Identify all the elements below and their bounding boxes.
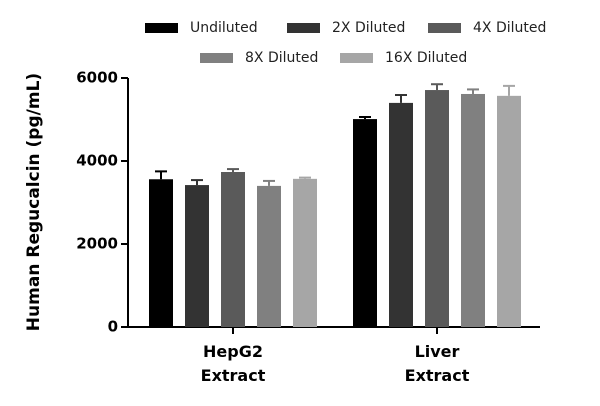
error-bar: [359, 116, 371, 120]
bar: [425, 90, 449, 327]
x-tick-label: HepG2 Extract: [201, 342, 266, 385]
x-tick-label: Liver Extract: [405, 342, 470, 385]
bar: [185, 185, 209, 327]
error-bar: [431, 83, 443, 91]
bar: [293, 178, 317, 327]
bar: [257, 185, 281, 327]
bar: [461, 93, 485, 327]
error-bar: [467, 88, 479, 94]
y-tick-label: 0: [108, 318, 118, 336]
error-bar: [227, 168, 239, 172]
legend-swatch: [200, 53, 233, 63]
legend-swatch: [340, 53, 373, 63]
error-bar: [155, 170, 167, 180]
legend-label: Undiluted: [190, 20, 258, 36]
error-bar: [503, 84, 515, 96]
bar: [389, 102, 413, 328]
legend-swatch: [428, 23, 461, 33]
legend-label: 8X Diluted: [245, 50, 318, 66]
y-axis-label: Human Regucalcin (pg/mL): [24, 73, 44, 331]
legend-label: 16X Diluted: [385, 50, 467, 66]
y-tick-label: 6000: [76, 69, 118, 87]
legend-swatch: [145, 23, 178, 33]
y-tick-label: 2000: [76, 235, 118, 253]
bar: [149, 179, 173, 327]
legend-label: 2X Diluted: [332, 20, 405, 36]
legend-swatch: [287, 23, 320, 33]
y-tick-label: 4000: [76, 152, 118, 170]
error-bar: [191, 179, 203, 186]
bar: [353, 119, 377, 328]
legend-label: 4X Diluted: [473, 20, 546, 36]
bar: [221, 171, 245, 327]
error-bar: [395, 94, 407, 103]
error-bar: [263, 179, 275, 186]
error-bar: [299, 176, 311, 179]
bar: [497, 95, 521, 327]
